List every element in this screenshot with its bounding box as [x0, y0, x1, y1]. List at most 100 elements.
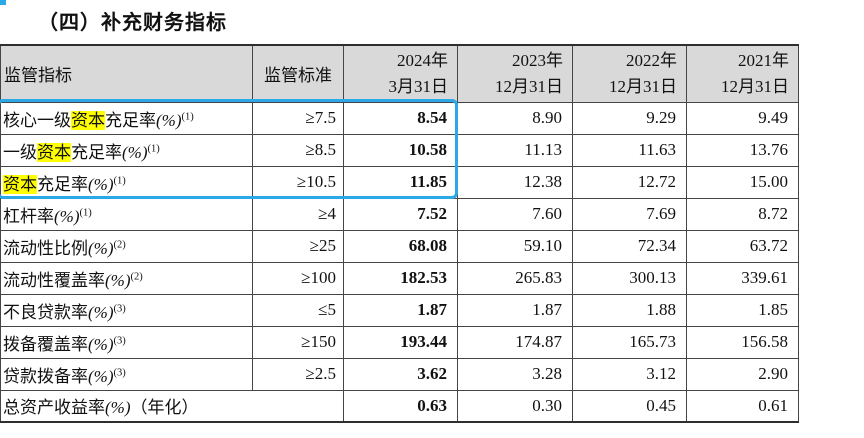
indicator-cell: 资本充足率(%)(1) — [0, 165, 253, 199]
value-cell: 339.61 — [686, 261, 799, 295]
indicator-text: （年化） — [130, 398, 199, 418]
header-period-2022: 2022年 12月31日 — [572, 44, 687, 103]
indicator-text: 充足率 — [71, 142, 122, 162]
indicator-text: 流动性比例 — [3, 238, 88, 258]
indicator-cell: 拨备覆盖率(%)(3) — [0, 325, 253, 359]
search-highlight: 资本 — [3, 174, 37, 194]
table-row: 贷款拨备率(%)(3) ≥2.5 3.62 3.28 3.12 2.90 — [0, 357, 799, 391]
indicator-cell: 流动性覆盖率(%)(2) — [0, 261, 253, 295]
header-period-2023: 2023年 12月31日 — [457, 44, 573, 103]
indicator-unit: (%) — [88, 366, 114, 386]
indicator-text: 不良贷款率 — [3, 302, 88, 322]
indicator-cell: 核心一级资本充足率(%)(1) — [0, 101, 253, 135]
table-body: 核心一级资本充足率(%)(1) ≥7.5 8.54 8.90 9.29 9.49… — [0, 101, 799, 423]
header-period-2024: 2024年 3月31日 — [343, 44, 458, 103]
value-cell: 72.34 — [572, 229, 687, 263]
header-indicator: 监管指标 — [0, 44, 253, 103]
standard-cell: ≥8.5 — [252, 133, 344, 167]
value-cell: 2.90 — [686, 357, 799, 391]
value-cell: 193.44 — [343, 325, 458, 359]
indicator-footnote: (3) — [113, 302, 126, 314]
standard-cell: ≥150 — [252, 325, 344, 359]
table-row: 流动性覆盖率(%)(2) ≥100 182.53 265.83 300.13 3… — [0, 261, 799, 295]
indicator-cell: 杠杆率(%)(1) — [0, 197, 253, 231]
value-cell: 12.72 — [572, 165, 687, 199]
value-cell: 7.52 — [343, 197, 458, 231]
value-cell: 3.28 — [457, 357, 573, 391]
value-cell: 9.29 — [572, 101, 687, 135]
header-row: 监管指标 监管标准 2024年 3月31日 2023年 12月31日 2022年… — [0, 44, 799, 103]
table-row: 总资产收益率(%)（年化） 0.63 0.30 0.45 0.61 — [0, 389, 799, 423]
indicator-unit: (%) — [54, 206, 80, 226]
value-cell: 1.88 — [572, 293, 687, 327]
value-cell: 165.73 — [572, 325, 687, 359]
value-cell: 1.85 — [686, 293, 799, 327]
indicator-footnote: (3) — [113, 334, 126, 346]
indicator-unit: (%) — [122, 142, 148, 162]
standard-cell: ≥100 — [252, 261, 344, 295]
indicator-cell: 流动性比例(%)(2) — [0, 229, 253, 263]
indicator-footnote: (3) — [113, 366, 126, 378]
indicator-text: 充足率 — [37, 174, 88, 194]
standard-cell: ≥2.5 — [252, 357, 344, 391]
table-row: 资本充足率(%)(1) ≥10.5 11.85 12.38 12.72 15.0… — [0, 165, 799, 199]
standard-cell: ≥4 — [252, 197, 344, 231]
value-cell: 8.54 — [343, 101, 458, 135]
indicator-text: 一级 — [3, 142, 37, 162]
value-cell: 3.12 — [572, 357, 687, 391]
indicator-unit: (%) — [88, 174, 114, 194]
value-cell: 11.63 — [572, 133, 687, 167]
value-cell: 13.76 — [686, 133, 799, 167]
value-cell: 10.58 — [343, 133, 458, 167]
table-row: 杠杆率(%)(1) ≥4 7.52 7.60 7.69 8.72 — [0, 197, 799, 231]
indicator-unit: (%) — [105, 398, 131, 418]
indicator-unit: (%) — [88, 334, 114, 354]
value-cell: 182.53 — [343, 261, 458, 295]
table-row: 核心一级资本充足率(%)(1) ≥7.5 8.54 8.90 9.29 9.49 — [0, 101, 799, 135]
standard-cell: ≥7.5 — [252, 101, 344, 135]
value-cell: 156.58 — [686, 325, 799, 359]
indicator-footnote: (2) — [130, 270, 143, 282]
indicator-text: 杠杆率 — [3, 206, 54, 226]
indicator-text: 总资产收益率 — [3, 398, 105, 418]
indicator-text: 贷款拨备率 — [3, 366, 88, 386]
indicator-cell: 不良贷款率(%)(3) — [0, 293, 253, 327]
value-cell: 300.13 — [572, 261, 687, 295]
indicator-unit: (%) — [156, 110, 182, 130]
period-date: 12月31日 — [609, 76, 677, 96]
table-row: 一级资本充足率(%)(1) ≥8.5 10.58 11.13 11.63 13.… — [0, 133, 799, 167]
indicator-text: 核心一级 — [3, 110, 71, 130]
value-cell: 0.61 — [686, 389, 799, 423]
value-cell: 0.30 — [457, 389, 573, 423]
period-year: 2021年 — [738, 50, 789, 70]
header-standard: 监管标准 — [252, 44, 344, 103]
indicator-text: 流动性覆盖率 — [3, 270, 105, 290]
value-cell: 1.87 — [343, 293, 458, 327]
table-row: 拨备覆盖率(%)(3) ≥150 193.44 174.87 165.73 15… — [0, 325, 799, 359]
period-date: 12月31日 — [721, 76, 789, 96]
table-row: 不良贷款率(%)(3) ≤5 1.87 1.87 1.88 1.85 — [0, 293, 799, 327]
standard-cell: ≤5 — [252, 293, 344, 327]
value-cell: 15.00 — [686, 165, 799, 199]
period-date: 3月31日 — [388, 76, 449, 96]
value-cell: 3.62 — [343, 357, 458, 391]
value-cell: 7.60 — [457, 197, 573, 231]
period-year: 2023年 — [512, 50, 563, 70]
table-row: 流动性比例(%)(2) ≥25 68.08 59.10 72.34 63.72 — [0, 229, 799, 263]
value-cell: 11.85 — [343, 165, 458, 199]
period-year: 2022年 — [626, 50, 677, 70]
value-cell: 0.45 — [572, 389, 687, 423]
indicator-footnote: (2) — [113, 238, 126, 250]
value-cell: 174.87 — [457, 325, 573, 359]
table-header: 监管指标 监管标准 2024年 3月31日 2023年 12月31日 2022年… — [0, 44, 799, 103]
value-cell: 68.08 — [343, 229, 458, 263]
indicator-footnote: (1) — [79, 206, 92, 218]
indicator-footnote: (1) — [181, 110, 194, 122]
value-cell: 59.10 — [457, 229, 573, 263]
search-highlight: 资本 — [71, 110, 105, 130]
indicator-footnote: (1) — [113, 174, 126, 186]
standard-cell: ≥25 — [252, 229, 344, 263]
value-cell: 8.90 — [457, 101, 573, 135]
value-cell: 1.87 — [457, 293, 573, 327]
